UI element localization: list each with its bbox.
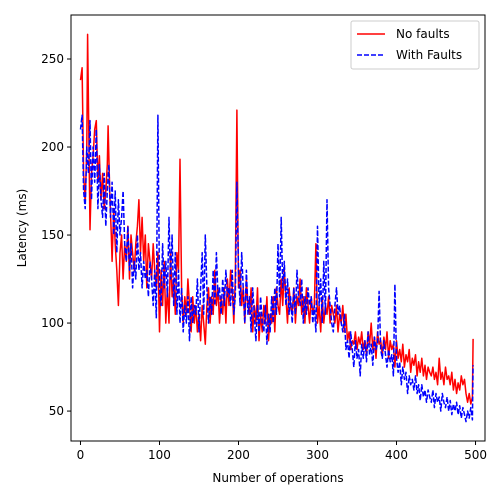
x-tick-label: 500 — [464, 448, 487, 462]
x-tick-label: 400 — [385, 448, 408, 462]
y-tick-label: 250 — [41, 52, 64, 66]
axes-frame — [71, 15, 485, 441]
x-axis-ticks: 0 100 200 300 400 500 — [77, 441, 487, 462]
x-tick-label: 0 — [77, 448, 85, 462]
x-axis-label: Number of operations — [212, 471, 343, 485]
legend: No faults With Faults — [351, 21, 479, 69]
y-tick-label: 200 — [41, 140, 64, 154]
y-axis-ticks: 50 100 150 200 250 — [41, 52, 71, 418]
x-tick-label: 300 — [306, 448, 329, 462]
x-tick-label: 200 — [227, 448, 250, 462]
legend-label-no-faults: No faults — [396, 27, 450, 41]
series-line-with-faults — [81, 115, 474, 421]
legend-label-with-faults: With Faults — [396, 48, 462, 62]
y-tick-label: 100 — [41, 316, 64, 330]
series-line-no-faults — [81, 34, 474, 404]
x-tick-label: 100 — [148, 448, 171, 462]
series-layer — [81, 34, 474, 421]
y-axis-label: Latency (ms) — [15, 189, 29, 268]
y-tick-label: 150 — [41, 228, 64, 242]
y-tick-label: 50 — [49, 404, 64, 418]
